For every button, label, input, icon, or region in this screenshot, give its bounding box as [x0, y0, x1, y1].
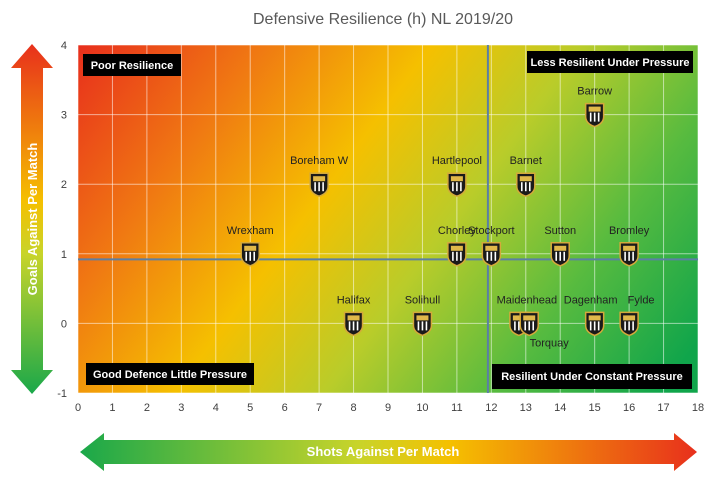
- crest-band: [623, 315, 636, 321]
- point-label: Halifax: [337, 294, 371, 306]
- point-label: Torquay: [530, 337, 570, 349]
- data-point[interactable]: Dagenham: [564, 294, 618, 337]
- point-label: Solihull: [405, 294, 440, 306]
- x-tick-label: 3: [178, 402, 184, 414]
- data-point[interactable]: Chorley: [438, 225, 476, 267]
- x-axis-ticks: 0 1 2 3 4 5 6 7 8 9 10 11 12 13 14 15 16 17 18: [75, 402, 704, 414]
- x-axis-title: Shots Against Per Match: [307, 444, 460, 459]
- data-point[interactable]: Fylde: [619, 294, 655, 337]
- quadrant-label-less-resilient: Less Resilient Under Pressure: [531, 57, 690, 69]
- crest-band: [450, 245, 463, 251]
- data-point[interactable]: Boreham W: [290, 155, 349, 197]
- crest-band: [450, 176, 463, 182]
- x-tick-label: 1: [109, 402, 115, 414]
- x-axis-arrow: Shots Against Per Match: [80, 433, 697, 471]
- crest-band: [588, 106, 601, 112]
- quadrant-label-poor-resilience: Poor Resilience: [91, 60, 174, 72]
- x-tick-label: 13: [520, 402, 532, 414]
- data-point[interactable]: Bromley: [609, 225, 650, 267]
- data-point[interactable]: Barrow: [577, 86, 612, 128]
- y-tick-label: 3: [61, 110, 67, 122]
- x-tick-label: 14: [554, 402, 566, 414]
- point-label: Dagenham: [564, 294, 618, 306]
- point-label: Barnet: [510, 155, 542, 167]
- x-tick-label: 8: [350, 402, 356, 414]
- x-tick-label: 10: [416, 402, 428, 414]
- point-label: Stockport: [468, 225, 514, 237]
- x-tick-label: 6: [282, 402, 288, 414]
- quadrant-label-good-defence: Good Defence Little Pressure: [93, 369, 247, 381]
- point-label: Barrow: [577, 86, 612, 98]
- point-label: Boreham W: [290, 155, 349, 167]
- data-point[interactable]: Hartlepool: [432, 155, 482, 197]
- data-point[interactable]: Halifax: [337, 294, 371, 337]
- x-tick-label: 9: [385, 402, 391, 414]
- x-tick-label: 15: [589, 402, 601, 414]
- data-point[interactable]: Sutton: [544, 225, 576, 267]
- x-tick-label: 11: [451, 402, 462, 414]
- y-tick-label: 1: [61, 249, 67, 261]
- x-tick-label: 12: [485, 402, 497, 414]
- crest-band: [313, 176, 326, 182]
- chart-title: Defensive Resilience (h) NL 2019/20: [253, 11, 513, 28]
- x-tick-label: 4: [213, 402, 219, 414]
- point-label: Hartlepool: [432, 155, 482, 167]
- x-tick-label: 7: [316, 402, 322, 414]
- point-label: Wrexham: [227, 225, 274, 237]
- crest-band: [347, 315, 360, 321]
- quadrant-bottom-right: Resilient Under Constant Pressure: [492, 364, 692, 389]
- y-axis-ticks: 4 3 2 1 0 -1: [57, 40, 67, 400]
- crest-band: [588, 315, 601, 321]
- data-point[interactable]: Stockport: [468, 225, 515, 267]
- quadrant-label-resilient-under-pressure: Resilient Under Constant Pressure: [501, 371, 683, 383]
- x-tick-label: 2: [144, 402, 150, 414]
- data-point[interactable]: Solihull: [405, 294, 440, 337]
- y-axis-title: Goals Against Per Match: [25, 143, 40, 296]
- quadrant-top-left: Poor Resilience: [83, 54, 181, 76]
- crest-band: [623, 245, 636, 251]
- crest-band: [519, 176, 532, 182]
- reference-lines: [78, 45, 698, 393]
- crest-band: [512, 315, 525, 321]
- y-tick-label: 0: [61, 318, 67, 330]
- data-point[interactable]: Torquay: [519, 311, 570, 349]
- x-tick-label: 0: [75, 402, 81, 414]
- y-tick-label: 4: [61, 40, 67, 52]
- quadrant-top-right: Less Resilient Under Pressure: [527, 51, 693, 73]
- crest-band: [523, 315, 536, 321]
- crest-band: [554, 245, 567, 251]
- crest-band: [485, 245, 498, 251]
- crest-band: [244, 245, 257, 251]
- x-tick-label: 18: [692, 402, 704, 414]
- quadrant-bottom-left: Good Defence Little Pressure: [86, 363, 254, 385]
- crest-band: [416, 315, 429, 321]
- point-label: Fylde: [628, 294, 655, 306]
- point-label: Bromley: [609, 225, 650, 237]
- y-tick-label: -1: [57, 388, 67, 400]
- point-label: Chorley: [438, 225, 476, 237]
- point-label: Maidenhead: [497, 294, 558, 306]
- data-point[interactable]: Barnet: [510, 155, 542, 197]
- y-tick-label: 2: [61, 179, 67, 191]
- x-tick-label: 16: [623, 402, 635, 414]
- x-tick-label: 17: [657, 402, 669, 414]
- x-tick-label: 5: [247, 402, 253, 414]
- data-point[interactable]: Wrexham: [227, 225, 274, 267]
- data-points: Barrow Boreham W Hartlepool Barnet Wrexham Ch…: [227, 86, 655, 350]
- point-label: Sutton: [544, 225, 576, 237]
- y-axis-arrow: Goals Against Per Match: [11, 44, 53, 394]
